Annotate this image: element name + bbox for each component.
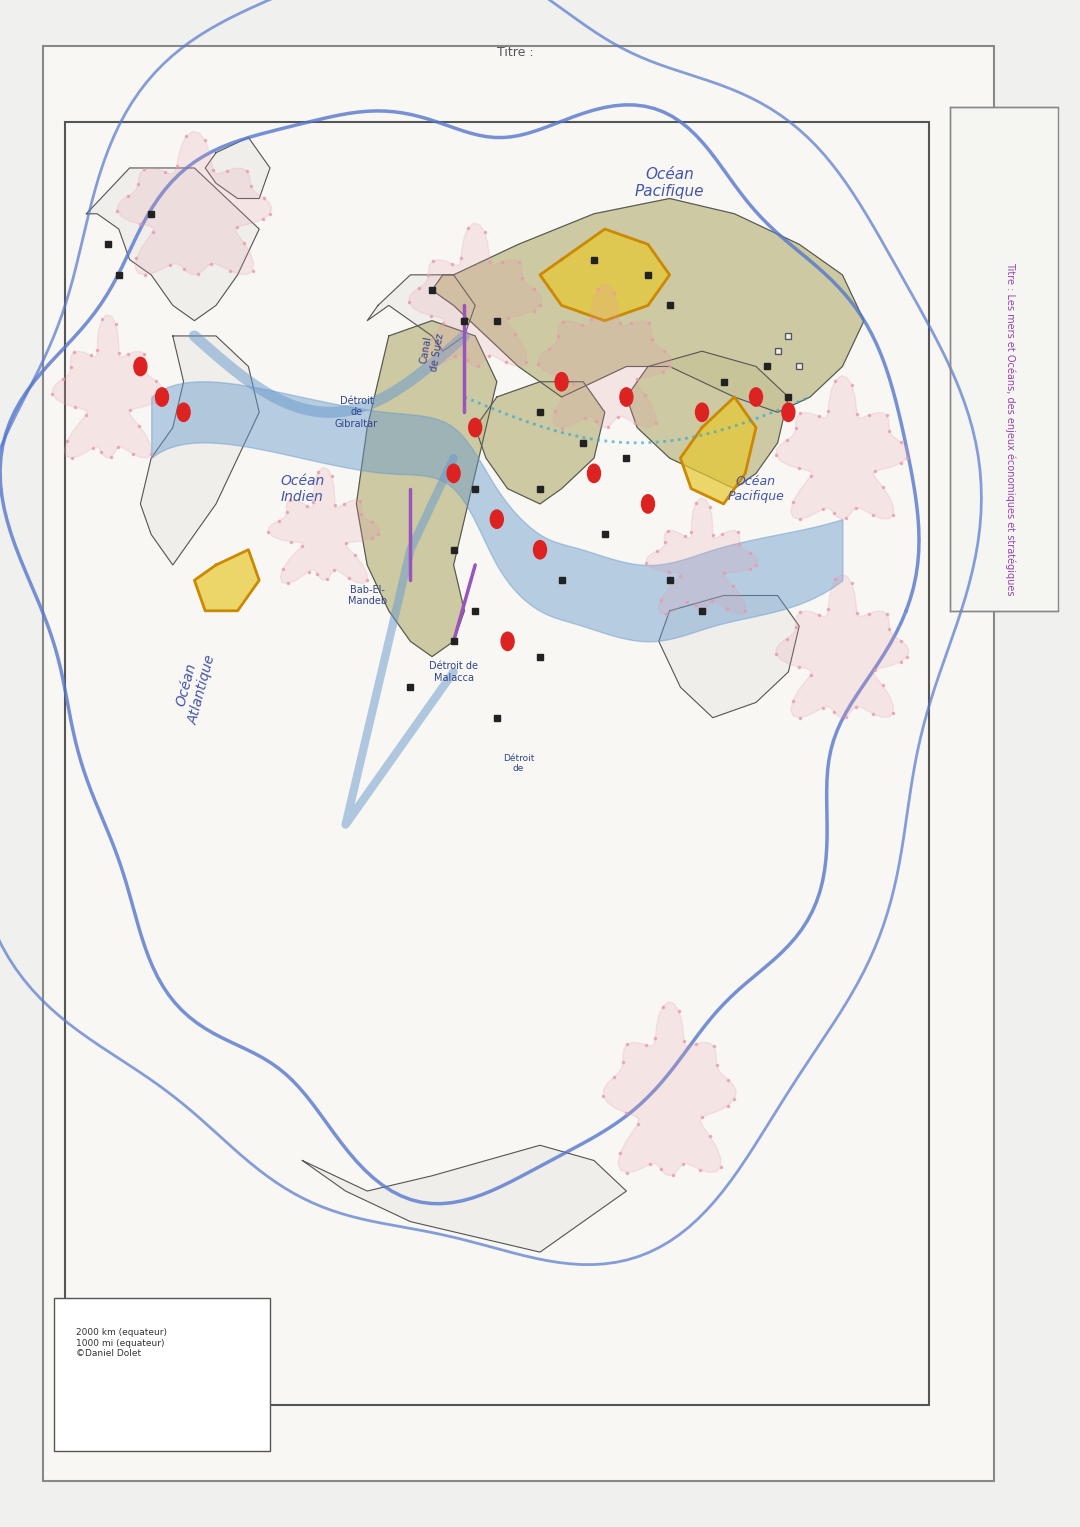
- Polygon shape: [539, 284, 672, 428]
- Polygon shape: [86, 168, 259, 321]
- Polygon shape: [680, 397, 756, 504]
- Polygon shape: [647, 498, 758, 614]
- Circle shape: [534, 541, 546, 559]
- Text: 2000 km (equateur)
1000 mi (equateur)
©Daniel Dolet: 2000 km (equateur) 1000 mi (equateur) ©D…: [76, 1328, 166, 1359]
- Circle shape: [782, 403, 795, 421]
- Text: Titre : Les mers et Océans, des enjeux économiques et stratégiques: Titre : Les mers et Océans, des enjeux é…: [1004, 263, 1015, 596]
- Text: Océan
Atlantique: Océan Atlantique: [171, 649, 218, 725]
- Text: Océan
Pacifique: Océan Pacifique: [728, 475, 784, 502]
- Text: Océan
Indien: Océan Indien: [281, 473, 324, 504]
- Circle shape: [696, 403, 708, 421]
- Circle shape: [750, 388, 762, 406]
- FancyBboxPatch shape: [950, 107, 1058, 611]
- FancyBboxPatch shape: [43, 46, 994, 1481]
- Text: Détroit
de
Gibraltar: Détroit de Gibraltar: [335, 395, 378, 429]
- Circle shape: [177, 403, 190, 421]
- Circle shape: [501, 632, 514, 651]
- Polygon shape: [777, 376, 909, 519]
- Text: Bab-El-
Mandeb: Bab-El- Mandeb: [348, 585, 387, 606]
- Circle shape: [447, 464, 460, 483]
- Polygon shape: [140, 336, 259, 565]
- Polygon shape: [409, 223, 542, 366]
- Polygon shape: [356, 321, 497, 657]
- Circle shape: [134, 357, 147, 376]
- FancyBboxPatch shape: [54, 1298, 270, 1451]
- Polygon shape: [367, 275, 475, 351]
- Circle shape: [156, 388, 168, 406]
- Polygon shape: [777, 574, 909, 718]
- Polygon shape: [432, 199, 864, 412]
- Polygon shape: [302, 1145, 626, 1252]
- Text: Océan
Pacifique: Océan Pacifique: [635, 166, 704, 200]
- Polygon shape: [659, 596, 799, 718]
- Circle shape: [490, 510, 503, 528]
- Text: Titre :: Titre :: [497, 46, 534, 60]
- Polygon shape: [269, 467, 380, 583]
- Circle shape: [620, 388, 633, 406]
- Text: Canal
de Suez: Canal de Suez: [418, 330, 446, 373]
- Polygon shape: [53, 315, 164, 458]
- Polygon shape: [194, 550, 259, 611]
- Text: Détroit de
Malacca: Détroit de Malacca: [429, 661, 478, 683]
- Circle shape: [555, 373, 568, 391]
- Polygon shape: [475, 382, 605, 504]
- Polygon shape: [118, 131, 272, 275]
- Circle shape: [588, 464, 600, 483]
- Circle shape: [642, 495, 654, 513]
- Text: Détroit
de: Détroit de: [502, 754, 535, 773]
- Circle shape: [469, 418, 482, 437]
- Polygon shape: [205, 137, 270, 199]
- Polygon shape: [626, 351, 788, 489]
- Polygon shape: [604, 1002, 737, 1176]
- Polygon shape: [540, 229, 670, 321]
